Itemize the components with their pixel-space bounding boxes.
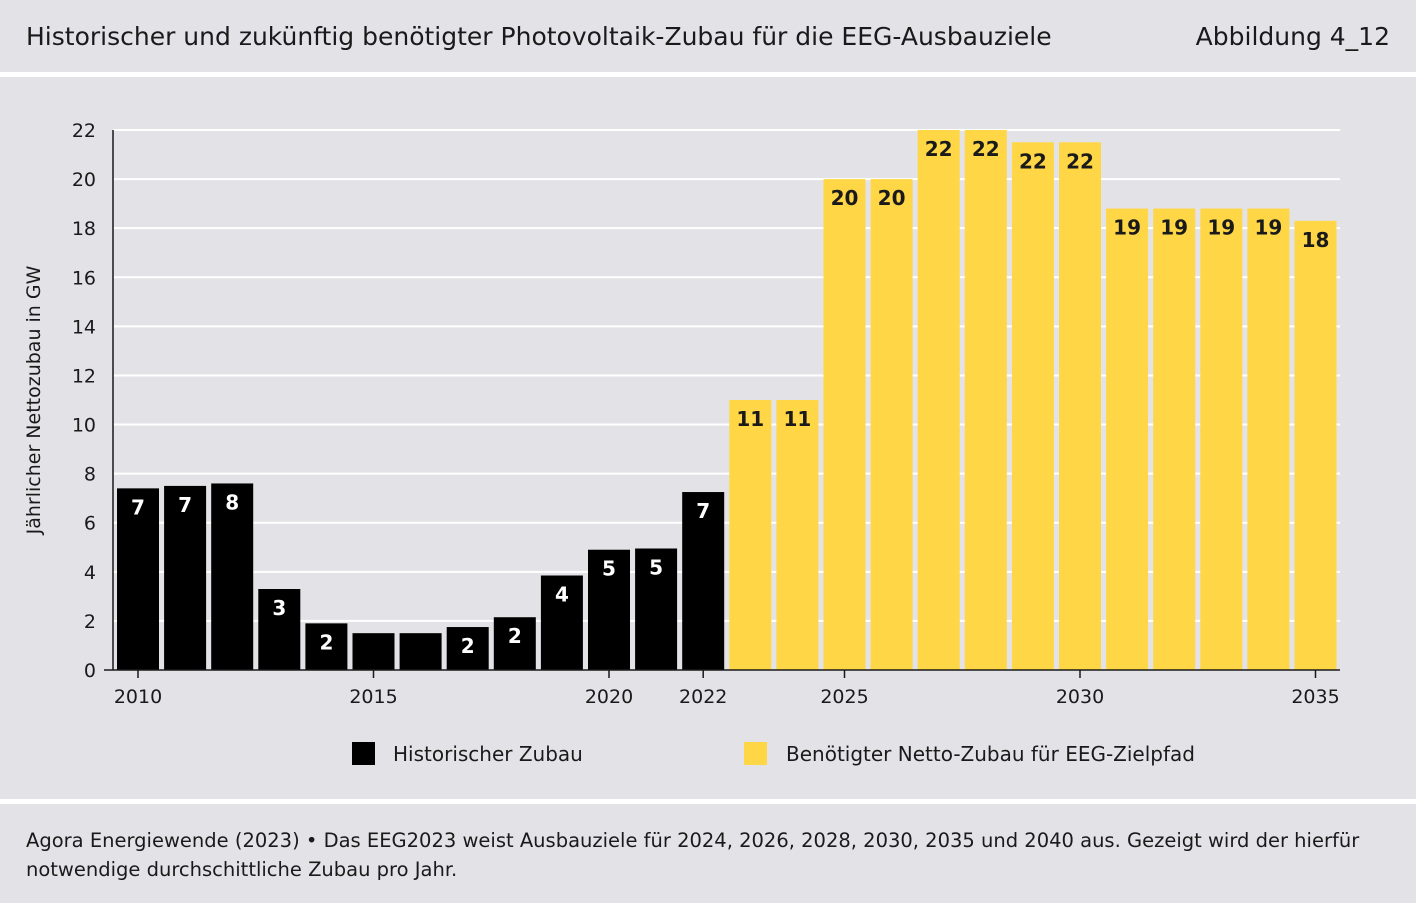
bar-label-2010: 7 xyxy=(131,495,145,519)
bar-label-2022: 7 xyxy=(696,499,710,523)
footer-divider xyxy=(0,799,1416,804)
legend-swatch-required xyxy=(744,742,767,765)
bar-2010 xyxy=(117,488,159,670)
x-tick-label-2015: 2015 xyxy=(349,686,397,708)
header: Historischer und zukünftig benötigter Ph… xyxy=(0,0,1416,72)
bar-2022 xyxy=(682,492,725,670)
bar-2017 xyxy=(446,627,489,670)
bar-2018 xyxy=(493,617,536,670)
source-note: Agora Energiewende (2023) • Das EEG2023 … xyxy=(26,826,1386,884)
figure-id: Abbildung 4_12 xyxy=(1195,21,1390,51)
bar-2021 xyxy=(635,548,678,670)
y-tick-label-8: 8 xyxy=(84,464,96,486)
bar-label-2028: 22 xyxy=(972,137,1000,161)
y-tick-label-22: 22 xyxy=(72,120,96,142)
bar-2032 xyxy=(1153,208,1196,670)
x-tick-label-2010: 2010 xyxy=(114,686,162,708)
bar-label-2031: 19 xyxy=(1113,216,1141,240)
bar-label-2035: 18 xyxy=(1302,228,1330,252)
bar-label-2017: 2 xyxy=(461,634,475,658)
legend-label-required: Benötigter Netto-Zubau für EEG-Zielpfad xyxy=(786,742,1195,766)
y-tick-label-20: 20 xyxy=(72,169,96,191)
chart-title: Historischer und zukünftig benötigter Ph… xyxy=(26,21,1052,51)
bar-2012 xyxy=(211,483,254,670)
y-tick-label-18: 18 xyxy=(72,218,96,240)
y-tick-label-6: 6 xyxy=(84,513,96,535)
y-tick-label-10: 10 xyxy=(72,415,96,437)
bar-2033 xyxy=(1200,208,1243,670)
bar-2023 xyxy=(729,400,772,670)
bar-label-2021: 5 xyxy=(649,556,663,580)
x-tick-label-2030: 2030 xyxy=(1056,686,1104,708)
bar-2014 xyxy=(305,623,348,670)
bar-2030 xyxy=(1059,142,1101,671)
bar-2024 xyxy=(776,400,819,670)
bar-2011 xyxy=(164,485,207,670)
bar-label-2029: 22 xyxy=(1019,149,1047,173)
legend-swatch-historical xyxy=(352,742,375,765)
bar-2031 xyxy=(1106,208,1149,670)
y-tick-label-12: 12 xyxy=(72,365,96,387)
bar-2025 xyxy=(823,179,866,670)
bar-label-2019: 4 xyxy=(555,583,569,607)
y-tick-label-14: 14 xyxy=(72,316,96,338)
header-divider xyxy=(0,72,1416,77)
y-axis-title: Jährlicher Nettozubau in GW xyxy=(23,265,45,535)
bar-label-2033: 19 xyxy=(1207,216,1235,240)
x-tick-label-2020: 2020 xyxy=(585,686,633,708)
bar-label-2012: 8 xyxy=(225,490,239,514)
bar-2034 xyxy=(1247,208,1290,670)
bar-2013 xyxy=(258,589,301,670)
bar-2020 xyxy=(588,549,630,670)
bar-label-2018: 2 xyxy=(508,624,522,648)
bar-2026 xyxy=(870,179,913,670)
legend-label-historical: Historischer Zubau xyxy=(393,742,583,766)
y-tick-label-0: 0 xyxy=(84,660,96,682)
y-tick-label-4: 4 xyxy=(84,562,96,584)
bar-label-2034: 19 xyxy=(1254,216,1282,240)
bar-label-2020: 5 xyxy=(602,557,616,581)
bar-2016 xyxy=(399,633,442,670)
bar-2035 xyxy=(1294,220,1337,670)
bar-2029 xyxy=(1011,142,1054,671)
source-note-line-2: notwendige durchschittliche Zubau pro Ja… xyxy=(26,858,458,881)
source-note-line-1: Agora Energiewende (2023) • Das EEG2023 … xyxy=(26,829,1360,852)
bar-label-2013: 3 xyxy=(272,596,286,620)
bar-2019 xyxy=(540,575,583,670)
bar-label-2011: 7 xyxy=(178,493,192,517)
bar-label-2026: 20 xyxy=(878,186,906,210)
bar-2027 xyxy=(917,130,960,670)
bar-label-2030: 22 xyxy=(1066,149,1094,173)
x-tick-label-2025: 2025 xyxy=(820,686,868,708)
bar-label-2032: 19 xyxy=(1160,216,1188,240)
bar-2028 xyxy=(964,130,1007,670)
legend: Historischer Zubau Benötigter Netto-Zuba… xyxy=(352,742,1195,766)
bar-label-2024: 11 xyxy=(783,407,811,431)
bar-label-2023: 11 xyxy=(736,407,764,431)
x-tick-label-2035: 2035 xyxy=(1291,686,1339,708)
bar-label-2025: 20 xyxy=(831,186,859,210)
x-tick-label-2022: 2022 xyxy=(679,686,727,708)
y-tick-label-16: 16 xyxy=(72,267,96,289)
bar-label-2014: 2 xyxy=(319,630,333,654)
bar-2015 xyxy=(352,633,395,670)
bar-label-2027: 22 xyxy=(925,137,953,161)
y-tick-label-2: 2 xyxy=(84,611,96,633)
